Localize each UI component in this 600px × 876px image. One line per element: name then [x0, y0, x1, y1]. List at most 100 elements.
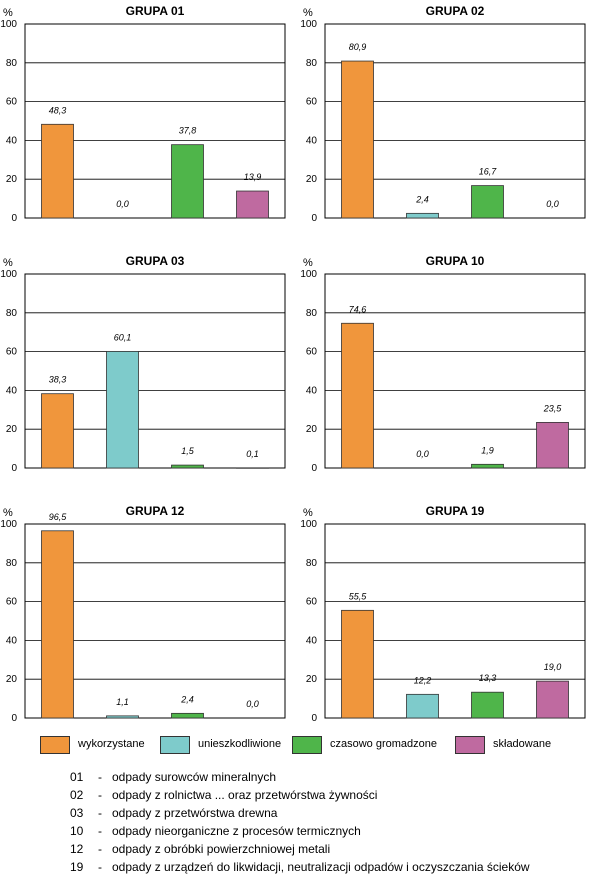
y-tick-label: 20: [306, 174, 318, 185]
code-separator: -: [98, 842, 102, 856]
bar-value-label: 1,1: [116, 697, 129, 707]
bar: [406, 212, 439, 219]
bar-value-label: 55,5: [349, 591, 368, 601]
bar-value-label: 13,9: [244, 172, 262, 182]
plot-frame: [324, 523, 586, 719]
y-tick-label: 40: [306, 635, 318, 646]
chart-title: GRUPA 03: [126, 254, 185, 268]
bar: [471, 463, 504, 469]
bar-value-label: 80,9: [349, 42, 367, 52]
y-tick-label: 20: [306, 424, 318, 435]
bar-value-label: 0,0: [546, 199, 559, 209]
plot-frame: [24, 523, 286, 719]
bar-value-label: 1,5: [181, 446, 195, 456]
y-tick-label: 40: [6, 385, 18, 396]
plot-frame: [24, 23, 286, 219]
bar-value-label: 0,0: [246, 699, 259, 709]
code-description: odpady z obróbki powierzchniowej metali: [112, 842, 331, 856]
bar-value-label: 60,1: [114, 332, 132, 342]
bar-value-label: 12,2: [414, 675, 432, 685]
code-row: 10- odpady nieorganiczne z procesów termi…: [70, 822, 590, 840]
chart-panel: GRUPA 10% 0 20 40 60 80 100 74,6 0,0 1,9 23,5: [300, 254, 586, 474]
code-number: 03: [70, 806, 84, 820]
bar: [171, 712, 204, 719]
y-axis-unit-label: %: [3, 257, 13, 269]
chart-panel: GRUPA 03% 0 20 40 60 80 100 38,3 60,1 1,5 0,1: [0, 254, 286, 474]
bar: [106, 351, 139, 469]
chart-panel: GRUPA 19% 0 20 40 60 80 100 55,5 12,2 13,3 19,0: [300, 504, 586, 724]
chart-title: GRUPA 12: [126, 504, 185, 518]
y-tick-label: 80: [306, 308, 318, 319]
bar-value-label: 0,0: [116, 199, 129, 209]
code-separator: -: [98, 806, 102, 820]
y-tick-label: 20: [6, 674, 18, 685]
group-code-list: 01- odpady surowców mineralnych 02- odpady …: [70, 768, 590, 876]
bar: [341, 322, 374, 469]
y-tick-label: 60: [6, 347, 18, 358]
code-separator: -: [98, 770, 102, 784]
bar: [236, 467, 269, 469]
y-axis-unit-label: %: [3, 507, 13, 519]
chart-title: GRUPA 10: [426, 254, 485, 268]
bar-value-label: 0,1: [246, 449, 259, 459]
y-tick-label: 60: [306, 597, 318, 608]
bar: [536, 422, 569, 469]
bar: [341, 609, 374, 719]
bar-value-label: 2,4: [415, 194, 429, 204]
chart-title: GRUPA 02: [426, 4, 485, 18]
y-tick-label: 100: [0, 19, 17, 30]
legend-swatch: [455, 736, 485, 754]
code-row: 01- odpady surowców mineralnych: [70, 768, 590, 786]
bar: [171, 464, 204, 469]
code-description: odpady z rolnictwa ... oraz przetwórstwa…: [112, 788, 378, 802]
y-tick-label: 60: [306, 97, 318, 108]
y-axis-unit-label: %: [303, 507, 313, 519]
y-tick-label: 20: [6, 174, 18, 185]
legend-label: unieszkodliwione: [198, 738, 282, 750]
code-description: odpady nieorganiczne z procesów termiczn…: [112, 824, 361, 838]
y-tick-label: 20: [306, 674, 318, 685]
code-separator: -: [98, 788, 102, 802]
y-axis-unit-label: %: [303, 257, 313, 269]
code-number: 12: [70, 842, 84, 856]
y-tick-label: 100: [300, 19, 317, 30]
y-tick-label: 40: [6, 635, 18, 646]
code-number: 19: [70, 860, 84, 874]
bar: [41, 393, 74, 469]
bar: [536, 680, 569, 719]
bar: [41, 530, 74, 719]
y-tick-label: 40: [6, 135, 18, 146]
y-tick-label: 0: [311, 213, 317, 224]
bar: [171, 144, 204, 219]
y-tick-label: 80: [306, 58, 318, 69]
y-tick-label: 0: [311, 713, 317, 724]
code-description: odpady surowców mineralnych: [112, 770, 277, 784]
code-description: odpady z przetwórstwa drewna: [112, 806, 278, 820]
bar: [471, 691, 504, 719]
bar-value-label: 19,0: [544, 662, 562, 672]
bar-value-label: 2,4: [180, 694, 194, 704]
bar-value-label: 74,6: [349, 304, 367, 314]
code-number: 02: [70, 788, 84, 802]
bar-value-label: 16,7: [479, 167, 498, 177]
chart-title: GRUPA 19: [426, 504, 485, 518]
y-tick-label: 0: [11, 213, 17, 224]
legend-label: czasowo gromadzone: [330, 738, 438, 750]
y-tick-label: 80: [6, 558, 18, 569]
code-separator: -: [98, 860, 102, 874]
legend-label: składowane: [493, 738, 552, 750]
plot-frame: [324, 273, 586, 469]
bar-value-label: 38,3: [49, 375, 67, 385]
bar-value-label: 13,3: [479, 673, 497, 683]
chart-panel: GRUPA 01% 0 20 40 60 80 100 48,3 0,0 37,8 13,9: [0, 4, 286, 224]
bar: [236, 190, 269, 219]
y-tick-label: 80: [6, 308, 18, 319]
bar: [406, 693, 439, 719]
y-tick-label: 20: [6, 424, 18, 435]
y-tick-label: 60: [306, 347, 318, 358]
code-separator: -: [98, 824, 102, 838]
y-tick-label: 100: [300, 269, 317, 280]
y-tick-label: 40: [306, 385, 318, 396]
code-description: odpady z urządzeń do likwidacji, neutral…: [112, 860, 530, 874]
bar-value-label: 96,5: [49, 512, 68, 522]
